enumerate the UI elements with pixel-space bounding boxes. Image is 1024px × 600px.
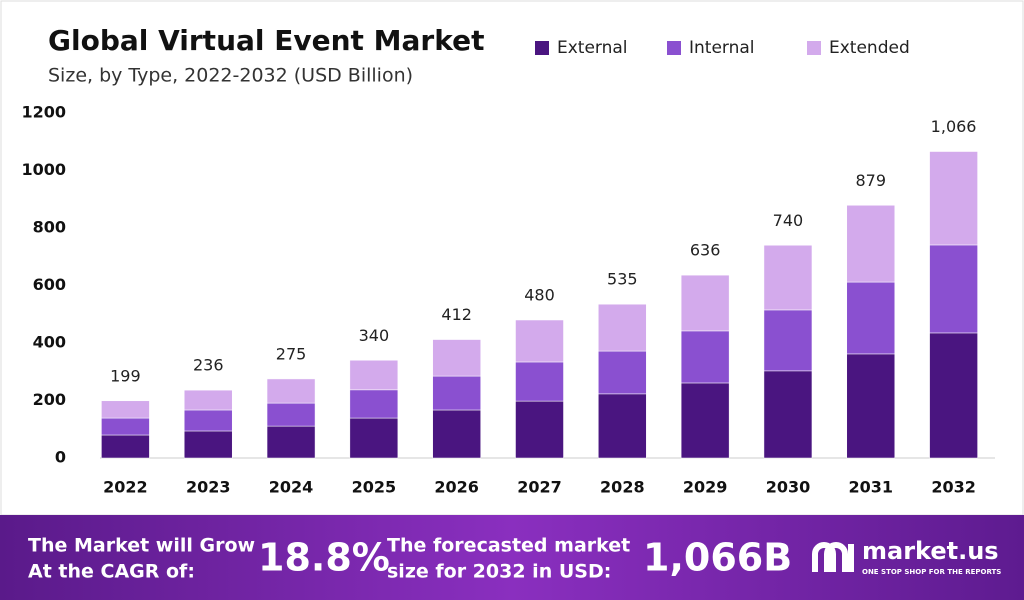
bar-segment [183,389,233,411]
y-tick-label: 0 [55,448,66,467]
total-label: 480 [524,286,555,305]
chart-subtitle: Size, by Type, 2022-2032 (USD Billion) [48,65,413,87]
x-tick-label: 2030 [766,478,811,497]
x-tick-label: 2031 [849,478,894,497]
bar-segment [101,434,150,459]
total-label: 879 [855,171,886,190]
banner-text: The Market will Grow At the CAGR of: 18.… [28,535,1001,583]
bar-segment [680,274,730,332]
bar-segment [349,360,399,391]
total-label: 340 [359,326,390,345]
bar-segment [846,353,896,459]
bar-segment [929,151,978,246]
x-tick-label: 2027 [517,478,562,497]
bar-segment [101,400,150,419]
bar-segment [763,370,813,459]
y-tick-label: 600 [33,275,66,294]
bar-segment [680,382,730,459]
x-tick-label: 2026 [434,478,479,497]
bar-segment [266,425,316,459]
bar-segment [763,245,813,311]
legend-label: Internal [689,38,755,58]
bar-segment [598,393,647,459]
bar-segment [846,205,896,283]
forecast-text: The forecasted market [387,535,630,557]
total-label: 412 [441,305,472,324]
bar-segment [515,319,564,363]
bar-segment [929,332,978,459]
cagr-value: 18.8% [258,536,390,580]
y-tick-label: 1000 [21,160,66,179]
bar-segment [432,339,481,377]
x-tick-label: 2023 [186,478,231,497]
bar-segment [929,244,978,334]
bar-segment [101,417,150,436]
legend-swatch [807,41,821,55]
y-tick-label: 800 [33,218,66,237]
bar-segment [266,378,316,404]
legend-swatch [667,41,681,55]
total-label: 1,066 [931,117,977,136]
tagline: ONE STOP SHOP FOR THE REPORTS [862,568,1001,576]
x-tick-label: 2032 [931,478,976,497]
cagr-text: At the CAGR of: [28,561,195,583]
bar-segment [183,430,233,459]
bar-segment [183,409,233,432]
forecast-text: size for 2032 in USD: [387,561,611,583]
y-tick-label: 200 [33,390,66,409]
bar-segment [846,281,896,355]
x-tick-label: 2028 [600,478,645,497]
total-label: 199 [110,366,141,385]
cagr-text: The Market will Grow [28,535,255,557]
total-label: 275 [276,344,307,363]
total-label: 740 [773,211,804,230]
y-tick-label: 1200 [21,103,66,122]
x-tick-label: 2025 [352,478,397,497]
forecast-value: 1,066B [643,536,792,580]
x-tick-label: 2022 [103,478,148,497]
total-label: 535 [607,270,638,289]
x-tick-label: 2029 [683,478,728,497]
brand: market.us [862,537,999,565]
chart-title: Global Virtual Event Market [48,24,485,57]
bar-segment [598,303,647,352]
bar-segment [349,389,399,419]
legend-label: External [557,38,628,58]
total-label: 236 [193,356,224,375]
bar-segment [515,361,564,402]
total-label: 636 [690,241,721,260]
bar-segment [598,350,647,395]
bar-segment [266,402,316,427]
legend-label: Extended [829,38,910,58]
brand-logo [812,542,854,572]
y-tick-label: 400 [33,333,66,352]
bar-segment [432,375,481,411]
legend-swatch [535,41,549,55]
x-tick-label: 2024 [269,478,314,497]
bar-segment [515,400,564,459]
bar-segment [349,417,399,459]
bar-segment [432,409,481,459]
bar-segment [763,309,813,372]
bar-segment [680,330,730,384]
